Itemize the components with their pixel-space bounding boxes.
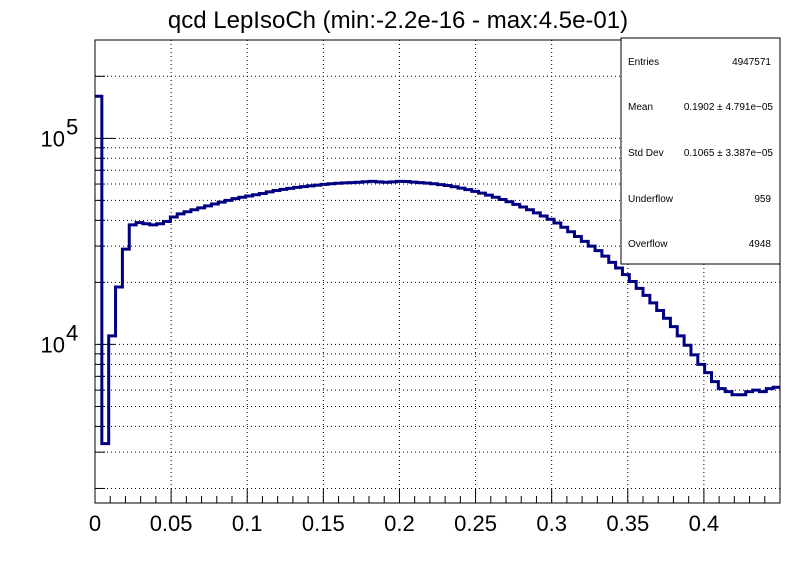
x-tick-label: 0.35 <box>606 511 649 536</box>
stats-box: Entries 4947571 Mean 0.1902 ± 4.791e−05 … <box>620 37 781 265</box>
stats-overflow-value: 4948 <box>749 239 772 250</box>
y-tick-exponent: 5 <box>66 114 78 139</box>
stats-mean-label: Mean <box>628 102 653 113</box>
x-tick-label: 0.05 <box>150 511 193 536</box>
x-tick-label: 0.15 <box>302 511 345 536</box>
stats-underflow-label: Underflow <box>628 194 674 205</box>
y-tick-label: 10 <box>41 332 65 357</box>
x-tick-label: 0.1 <box>232 511 263 536</box>
plot-frame <box>94 39 781 504</box>
histogram-series-line <box>95 94 780 446</box>
stats-underflow-value: 959 <box>754 194 771 205</box>
x-tick-label: 0.4 <box>689 511 720 536</box>
stats-mean-value: 0.1902 ± 4.791e−05 <box>684 102 774 113</box>
x-tick-label: 0 <box>89 511 101 536</box>
stats-entries-label: Entries <box>628 57 659 68</box>
y-minor-ticks <box>95 39 115 489</box>
x-tick-label: 0.3 <box>536 511 567 536</box>
x-axis-ticks: 0 0.05 0.1 0.15 0.2 0.25 0.3 0.35 0.4 <box>89 489 781 536</box>
stats-overflow-label: Overflow <box>628 239 668 250</box>
stats-entries-value: 4947571 <box>732 57 771 68</box>
x-tick-label: 0.25 <box>454 511 497 536</box>
x-tick-label: 0.2 <box>384 511 415 536</box>
y-tick-exponent: 4 <box>66 320 78 345</box>
chart-title: qcd LepIsoCh (min:-2.2e-16 - max:4.5e-01… <box>168 7 628 34</box>
stats-box-frame <box>620 37 781 265</box>
stats-stddev-label: Std Dev <box>628 148 664 159</box>
stats-stddev-value: 0.1065 ± 3.387e−05 <box>684 148 774 159</box>
y-tick-label: 10 <box>41 126 65 151</box>
